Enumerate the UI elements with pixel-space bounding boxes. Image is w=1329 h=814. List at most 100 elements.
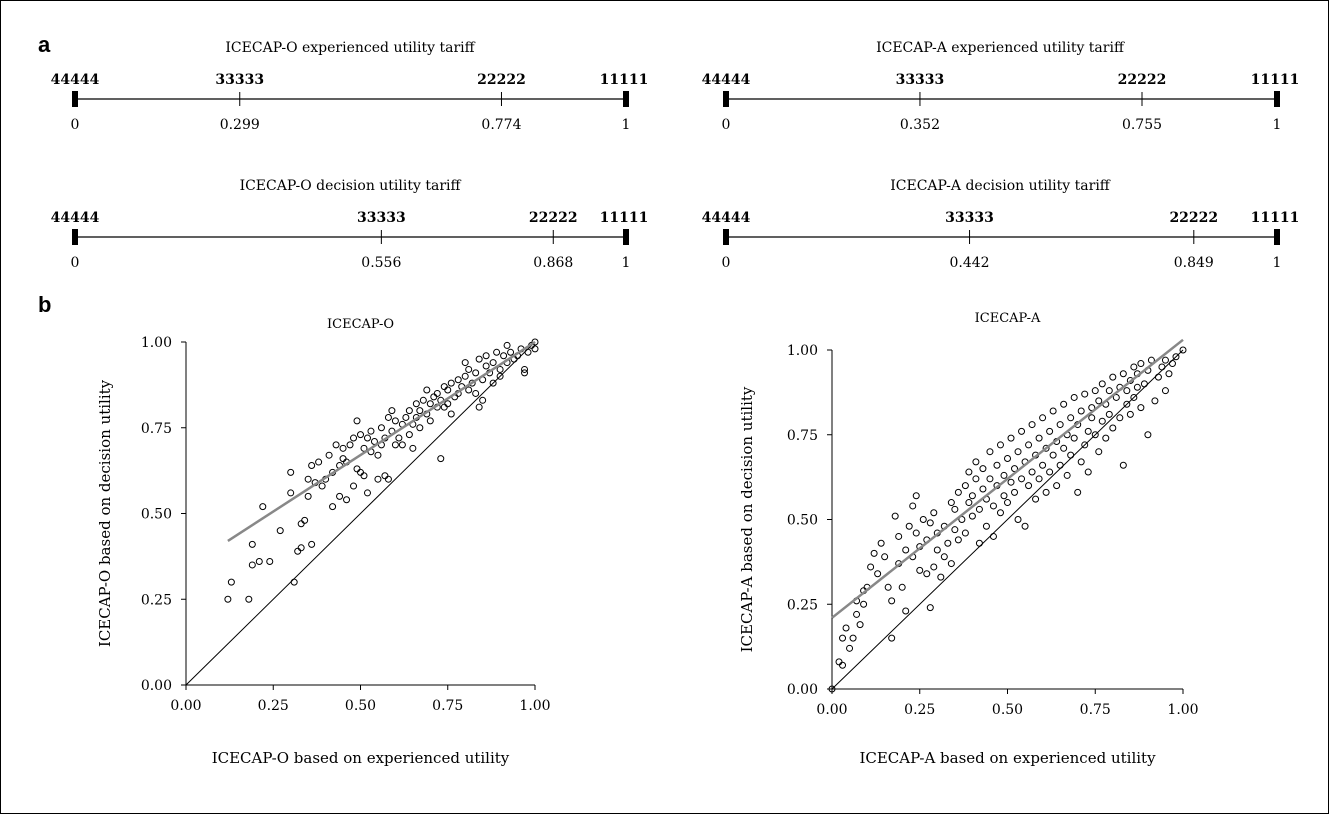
- data-point: [954, 488, 962, 496]
- data-point: [996, 441, 1004, 449]
- x-tick-label: 0.00: [170, 698, 201, 714]
- tariff-utility-value: 0: [71, 117, 80, 133]
- data-point: [475, 355, 483, 363]
- data-point: [965, 468, 973, 476]
- data-point: [402, 413, 410, 421]
- fit-line: [831, 338, 1184, 619]
- data-point: [426, 417, 434, 425]
- data-point: [933, 546, 941, 554]
- tariff-utility-value: 0.442: [949, 255, 989, 271]
- data-point: [1147, 356, 1155, 364]
- data-point: [395, 434, 403, 442]
- data-point: [472, 369, 480, 377]
- data-point: [1060, 400, 1068, 408]
- tariff-state-label: 44444: [702, 210, 751, 226]
- data-point: [968, 492, 976, 500]
- tariff-state-label: 44444: [51, 72, 100, 88]
- data-point: [374, 451, 382, 459]
- data-point: [1119, 461, 1127, 469]
- data-point: [482, 352, 490, 360]
- data-point: [944, 539, 952, 547]
- tariff-utility-value: 0: [722, 117, 731, 133]
- tariff-title: ICECAP-A decision utility tariff: [890, 178, 1111, 194]
- tariff-end-marker: [723, 229, 729, 245]
- data-point: [1007, 478, 1015, 486]
- data-point: [346, 441, 354, 449]
- data-point: [961, 482, 969, 490]
- data-point: [1025, 482, 1033, 490]
- data-point: [1056, 421, 1064, 429]
- panel-label-b: b: [38, 292, 51, 317]
- data-point: [308, 540, 316, 548]
- data-point: [989, 532, 997, 540]
- scatter-chart: ICECAP-O 0.00 0.25 0.50 0.75 1.00 0.00 0.25 0.50…: [96, 317, 551, 767]
- data-point: [912, 529, 920, 537]
- data-point: [339, 444, 347, 452]
- data-point: [472, 389, 480, 397]
- data-point: [1046, 427, 1054, 435]
- tariff-utility-value: 1: [1273, 117, 1282, 133]
- data-point: [297, 544, 305, 552]
- data-point: [405, 431, 413, 439]
- data-point: [1151, 397, 1159, 405]
- data-point: [357, 431, 364, 439]
- data-point: [1098, 417, 1106, 425]
- data-point: [1056, 461, 1064, 469]
- data-point: [1168, 360, 1176, 368]
- data-point: [1179, 346, 1187, 354]
- data-point: [874, 570, 882, 578]
- tariff-utility-value: 0.849: [1174, 255, 1214, 271]
- data-point: [391, 441, 399, 449]
- data-point: [947, 560, 955, 568]
- fit-line: [227, 340, 536, 542]
- data-point: [521, 369, 529, 377]
- data-point: [1140, 380, 1148, 388]
- data-point: [1105, 410, 1113, 418]
- data-point: [1088, 414, 1096, 422]
- data-point: [353, 417, 361, 425]
- tariff-utility-value: 0.774: [481, 117, 521, 133]
- x-axis-label: ICECAP-A based on experienced utility: [859, 749, 1156, 767]
- data-point: [423, 386, 431, 394]
- data-point: [475, 403, 483, 411]
- data-point: [839, 634, 847, 642]
- data-point: [1077, 407, 1085, 415]
- y-tick-label: 1.00: [141, 335, 172, 351]
- tariff-utility-value: 0: [722, 255, 731, 271]
- y-tick-label: 1.00: [787, 343, 818, 359]
- data-point: [245, 595, 253, 603]
- data-point: [1112, 393, 1120, 401]
- data-point: [377, 424, 385, 432]
- data-point: [426, 400, 434, 408]
- data-point: [867, 563, 875, 571]
- data-point: [888, 597, 896, 605]
- data-point: [1014, 516, 1022, 523]
- y-axis-label: ICECAP-O based on decision utility: [96, 379, 114, 647]
- data-point: [419, 396, 427, 404]
- tariff-utility-value: 0.299: [220, 117, 260, 133]
- data-point: [895, 532, 903, 540]
- data-point: [255, 558, 263, 566]
- data-point: [979, 465, 987, 473]
- data-point: [1091, 387, 1099, 395]
- tariff-state-label: 11111: [600, 210, 649, 226]
- data-point: [454, 376, 462, 384]
- data-point: [1046, 468, 1054, 476]
- tariff-state-label: 11111: [1251, 72, 1300, 88]
- data-point: [308, 461, 316, 469]
- data-point: [489, 359, 497, 367]
- data-point: [224, 595, 232, 603]
- data-point: [329, 503, 337, 511]
- data-point: [496, 365, 504, 373]
- tariff-scale: ICECAP-A experienced utility tariff 44444…: [702, 40, 1300, 133]
- tariff-utility-value: 1: [1273, 255, 1282, 271]
- data-point: [1067, 414, 1075, 422]
- data-point: [444, 400, 452, 408]
- tariff-end-marker: [72, 91, 78, 107]
- data-point: [877, 539, 885, 547]
- tariff-title: ICECAP-O decision utility tariff: [240, 178, 462, 194]
- data-point: [1109, 424, 1117, 432]
- data-point: [860, 600, 868, 608]
- data-point: [493, 348, 501, 356]
- data-point: [912, 492, 920, 500]
